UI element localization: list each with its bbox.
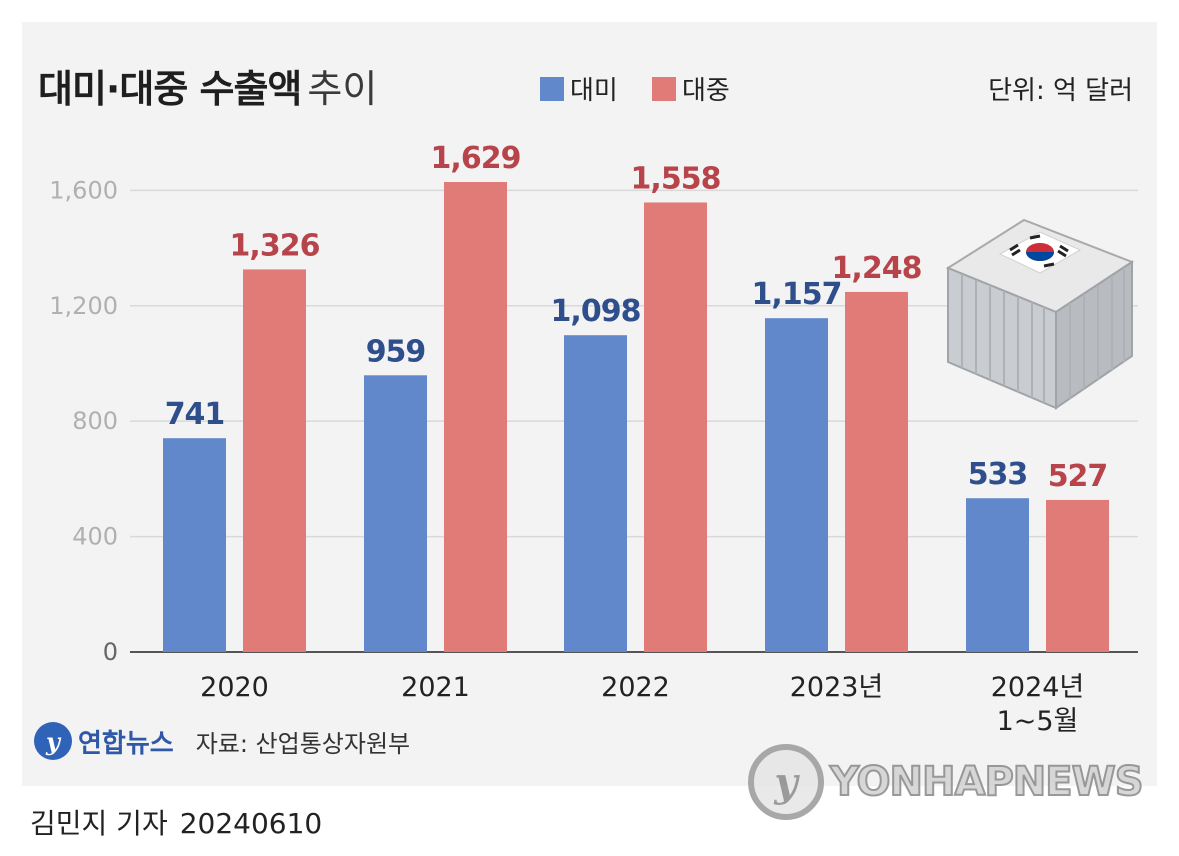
data-label: 1,629 [431,141,521,176]
x-tick-label: 2020 [200,672,269,703]
bars-layer [163,182,1109,652]
data-label: 1,326 [230,228,320,263]
y-tick-label: 1,200 [49,292,118,320]
byline: 김민지 기자 20240610 [30,802,322,842]
watermark-text: YONHAPNEWS [829,758,1144,806]
y-tick-label: 400 [72,523,118,551]
data-label: 1,098 [551,294,641,329]
bar [444,182,507,652]
bar [845,291,908,652]
watermark: y YONHAPNEWS [748,744,1144,820]
publish-date: 20240610 [179,807,323,840]
data-label: 1,558 [631,161,721,196]
legend-label-us: 대미 [570,76,618,106]
y-tick-label: 0 [103,638,118,666]
x-tick-label: 2023년 [790,672,884,703]
y-tick-label: 1,600 [49,176,118,204]
data-label: 741 [165,397,225,432]
data-label: 1,157 [752,277,842,312]
bar [644,202,707,652]
x-tick-label: 2021 [401,672,470,703]
data-label: 959 [366,334,426,369]
data-label: 1,248 [832,251,922,286]
bar [1046,499,1109,652]
legend-label-china: 대중 [682,76,730,106]
bar [163,438,226,652]
unit-label: 단위: 억 달러 [988,76,1133,106]
bar [243,269,306,652]
y-tick-label: 800 [72,407,118,435]
title-sub: 추이 [307,67,378,111]
watermark-logo-icon: y [748,744,824,820]
title-main: 대미·대중 수출액 [38,67,302,111]
source-text: 자료: 산업통상자원부 [195,729,411,758]
x-tick-label: 2022 [601,672,670,703]
legend-item-us: 대미 [540,70,618,107]
x-tick-label: 2024년 [991,672,1085,703]
data-label: 533 [968,457,1028,492]
source-row: y 연합뉴스 자료: 산업통상자원부 [34,722,410,760]
reporter-name: 김민지 기자 [30,807,168,840]
legend-swatch-us [540,76,564,101]
bar [966,498,1029,652]
shipping-container-illustration [945,218,1135,410]
bar [364,375,427,652]
bar [765,318,828,652]
brand-name: 연합뉴스 [78,728,174,759]
chart-title: 대미·대중 수출액 추이 [38,58,377,113]
legend-swatch-china [652,76,676,101]
bar [564,335,627,652]
legend-item-china: 대중 [652,70,730,107]
labels-layer: 741 1,326 2020 959 1,629 2021 1,098 1,558 2022 1,… [165,141,1109,737]
yonhap-logo-icon: y [34,722,72,760]
x-tick-label: 1~5월 [997,706,1079,737]
data-label: 527 [1048,459,1108,494]
korean-flag-icon [998,231,1082,274]
